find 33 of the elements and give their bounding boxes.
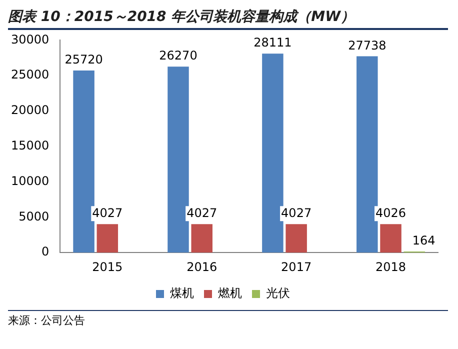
bar: [262, 54, 284, 253]
data-label: 28111: [254, 36, 292, 50]
x-tick-label: 2016: [186, 260, 218, 274]
legend-label: 光伏: [266, 286, 290, 300]
y-tick-label: 25000: [10, 68, 50, 82]
y-tick-label: 5000: [18, 209, 50, 224]
source-note: 来源：公司公告: [8, 310, 448, 328]
data-label: 4027: [92, 206, 123, 220]
legend-label: 煤机: [170, 286, 194, 300]
y-tick-label: 0: [42, 244, 50, 259]
bar: [168, 66, 189, 253]
x-tick-label: 2017: [281, 260, 312, 274]
bar: [356, 56, 378, 253]
data-label: 4027: [281, 206, 312, 220]
data-label: 27738: [348, 38, 386, 52]
x-tick-label: 2018: [376, 260, 406, 274]
data-label: 4027: [186, 206, 218, 220]
y-tick-label: 30000: [10, 32, 50, 46]
bar: [96, 224, 118, 253]
chart-title: 图表 10：2015～2018 年公司装机容量构成（MW）: [8, 8, 448, 30]
data-label: 4026: [376, 206, 406, 220]
y-tick-label: 15000: [10, 138, 50, 153]
y-tick-label: 20000: [10, 103, 50, 118]
bar: [380, 224, 402, 253]
legend-label: 燃机: [218, 286, 242, 300]
bar: [286, 224, 307, 253]
data-label: 26270: [159, 48, 198, 63]
data-label: 25720: [64, 52, 103, 67]
data-label: 164: [412, 234, 436, 248]
y-tick-label: 10000: [10, 174, 50, 188]
bar: [191, 224, 212, 253]
x-tick-label: 2015: [92, 260, 123, 274]
bar: [73, 70, 94, 253]
